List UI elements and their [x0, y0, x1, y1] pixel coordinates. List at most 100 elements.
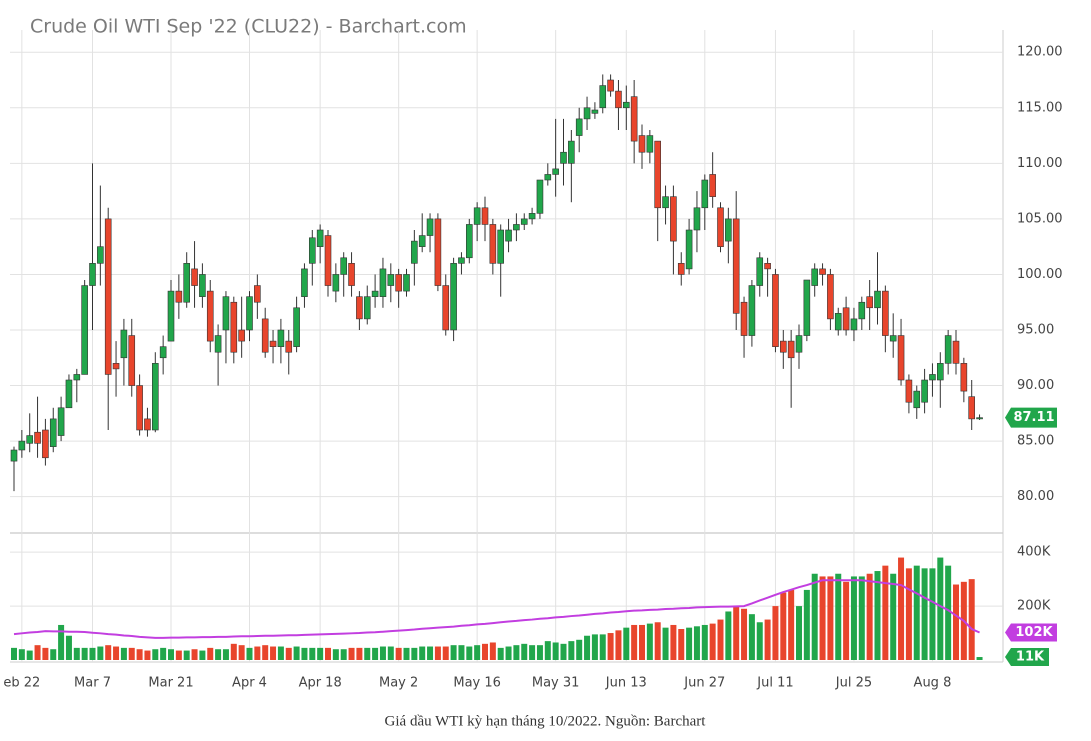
candle-body — [717, 207, 724, 247]
volume-bar — [623, 627, 630, 660]
volume-bar — [615, 630, 622, 660]
volume-bar — [474, 645, 481, 660]
volume-bar — [160, 647, 167, 660]
candle-body — [120, 329, 128, 359]
candle-body — [513, 224, 520, 231]
volume-bar — [756, 622, 763, 660]
moving-average-label: 102K — [1015, 625, 1053, 640]
candle-body — [301, 268, 308, 297]
candle-body — [560, 151, 567, 164]
candle-body — [379, 268, 387, 297]
x-tick-label: Apr 4 — [232, 676, 267, 691]
x-tick-label: May 31 — [532, 676, 580, 691]
candle-body — [662, 196, 669, 209]
volume-bar — [568, 641, 575, 660]
candle-body — [748, 285, 756, 336]
candle-body — [230, 301, 238, 353]
y-tick-label: 80.00 — [1017, 489, 1054, 504]
volume-bar — [639, 624, 645, 660]
candle-body — [411, 240, 418, 264]
candle-body — [756, 257, 764, 286]
volume-bar — [678, 629, 685, 660]
volume-bar — [788, 589, 795, 660]
volume-bar — [631, 624, 638, 660]
candle-body — [159, 346, 167, 359]
candle-body — [575, 118, 583, 136]
volume-bar — [866, 573, 873, 660]
candle-body — [960, 363, 968, 392]
candle-body — [654, 140, 662, 209]
volume-bar — [191, 649, 198, 660]
candle-body — [497, 229, 505, 264]
candle-body — [803, 279, 811, 336]
volume-bar — [552, 642, 559, 660]
volume-bar — [733, 606, 740, 660]
volume-bar — [97, 646, 104, 660]
candle-body — [222, 296, 230, 331]
volume-bar — [411, 647, 418, 660]
candle-body — [418, 235, 426, 247]
volume-bar — [882, 565, 889, 660]
volume-bar — [458, 645, 465, 660]
x-tick-label: Mar 7 — [74, 676, 111, 691]
volume-bar — [725, 611, 732, 660]
candle-body — [583, 107, 591, 120]
candle-body — [293, 307, 300, 347]
candle-body — [905, 379, 913, 403]
candle-body — [952, 340, 960, 364]
volume-bar — [560, 643, 567, 660]
volume-bar — [136, 649, 143, 660]
volume-bar — [780, 592, 787, 660]
candle-body — [128, 335, 136, 386]
volume-bar — [50, 649, 57, 660]
candle-body — [34, 431, 41, 444]
volume-bar — [811, 573, 818, 660]
candle-body — [764, 263, 771, 270]
candle-body — [677, 263, 685, 275]
volume-bar — [929, 568, 936, 660]
volume-bar — [686, 627, 693, 660]
candle-body — [81, 285, 88, 375]
candle-body — [811, 268, 819, 286]
candle-body — [308, 237, 316, 264]
candle-body — [795, 335, 803, 353]
volume-bar — [646, 623, 653, 660]
x-tick-label: Jun 13 — [605, 676, 647, 691]
candle-body — [42, 429, 49, 459]
candle-body — [324, 235, 332, 286]
candle-body — [214, 335, 222, 353]
volume-bar — [693, 626, 700, 660]
volume-bar — [913, 565, 920, 660]
volume-bar — [599, 634, 606, 660]
y-tick-label: 400K — [1017, 545, 1051, 560]
volume-bar — [976, 657, 983, 660]
candle-body — [57, 407, 65, 436]
candle-body — [112, 363, 120, 370]
candle-body — [65, 379, 73, 409]
volume-bar — [662, 627, 669, 660]
candle-body — [882, 290, 889, 336]
y-tick-label: 85.00 — [1017, 434, 1054, 449]
x-tick-label: Jun 27 — [683, 676, 725, 691]
volume-bar — [945, 565, 952, 660]
candle-body — [489, 224, 497, 264]
candle-body — [104, 218, 112, 375]
volume-bar — [238, 645, 245, 660]
candle-body — [458, 257, 465, 264]
volume-bar — [144, 650, 151, 660]
candle-body — [387, 274, 395, 286]
candle-body — [152, 363, 159, 431]
candle-body — [897, 335, 905, 381]
volume-bar — [262, 645, 269, 660]
volume-bar — [332, 649, 339, 660]
volume-bar — [73, 647, 80, 660]
volume-bar — [58, 624, 65, 660]
x-tick-label: May 16 — [453, 676, 501, 691]
moving-average-tag — [1005, 623, 1057, 642]
volume-bar — [591, 634, 598, 660]
volume-bar — [419, 646, 426, 660]
candle-body — [175, 290, 183, 303]
volume-bar — [796, 606, 802, 660]
candle-body — [97, 246, 104, 264]
